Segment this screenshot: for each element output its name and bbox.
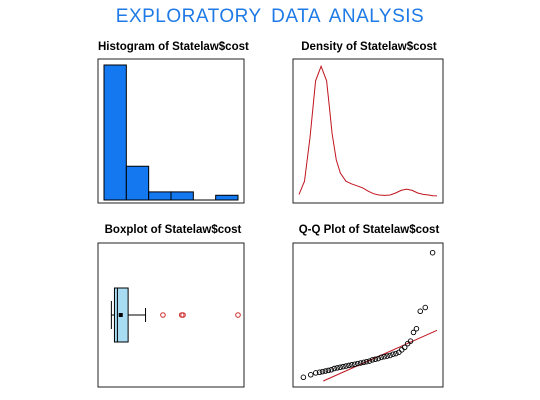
boxplot-title: Boxplot of Statelaw$cost: [104, 224, 242, 236]
qqplot-point: [378, 354, 384, 361]
qqplot-panel: [292, 242, 444, 388]
qqplot-point: [300, 374, 307, 381]
qqplot-point: [396, 349, 402, 356]
hist-frame: [97, 58, 245, 204]
qqplot-point: [316, 369, 323, 376]
qqplot-point: [346, 362, 352, 369]
density-line: [298, 64, 438, 197]
qqplot-point: [369, 357, 376, 363]
qqplot-point: [372, 356, 379, 362]
boxplot-outlier: [180, 312, 186, 318]
qqplot-point: [352, 361, 358, 367]
box-frame: [97, 242, 245, 388]
qqplot-point: [375, 355, 382, 362]
density-panel: [292, 58, 444, 204]
qqplot-point: [331, 365, 337, 372]
page-title: EXPLORATORY DATA ANALYSIS: [115, 6, 425, 27]
qqplot-point: [363, 358, 370, 365]
qqplot-point: [319, 368, 326, 375]
histogram-bar: [148, 191, 172, 201]
qqplot-point: [366, 358, 373, 364]
histogram-title: Histogram of Statelaw$cost: [98, 41, 249, 53]
qqplot-point: [381, 353, 387, 360]
qqplot-point: [390, 351, 396, 357]
qqplot-point: [325, 367, 332, 374]
density-title: Density of Statelaw$cost: [301, 41, 437, 53]
qqplot-point: [410, 329, 417, 336]
qqplot-title: Q-Q Plot of Statelaw$cost: [298, 224, 440, 236]
histogram-bar: [170, 191, 194, 201]
qqplot-point: [407, 338, 414, 344]
qqplot-point: [429, 249, 436, 256]
qqplot-point: [337, 364, 343, 371]
histogram-panel: [97, 58, 245, 204]
qqplot-point: [354, 360, 361, 367]
qqplot-point: [387, 352, 393, 359]
qqplot-point: [343, 363, 349, 369]
qqplot-point: [322, 368, 329, 374]
dens-frame: [292, 58, 444, 204]
qqplot-point: [413, 325, 420, 332]
qqplot-point: [357, 360, 364, 366]
qq-frame: [292, 242, 444, 388]
qqplot-point: [312, 370, 319, 376]
qqplot-point: [401, 344, 408, 351]
qqplot-point: [334, 365, 340, 371]
boxplot-mean-marker: [118, 313, 123, 317]
boxplot-outlier: [160, 312, 166, 318]
qqplot-point: [417, 308, 424, 315]
qqplot-point: [328, 367, 335, 373]
qqplot-point: [399, 347, 405, 353]
qqplot-point: [384, 353, 390, 359]
qqplot-point: [422, 304, 429, 311]
qqplot-point: [340, 363, 346, 370]
boxplot-panel: [97, 242, 245, 388]
boxplot-outlier: [235, 312, 241, 318]
qqplot-point: [360, 359, 367, 366]
histogram-bar: [125, 165, 150, 201]
qqplot-point: [349, 362, 355, 368]
histogram-bar: [215, 194, 239, 201]
qqplot-point: [393, 350, 399, 357]
qqplot-point: [307, 372, 314, 378]
histogram-bar: [103, 64, 127, 201]
